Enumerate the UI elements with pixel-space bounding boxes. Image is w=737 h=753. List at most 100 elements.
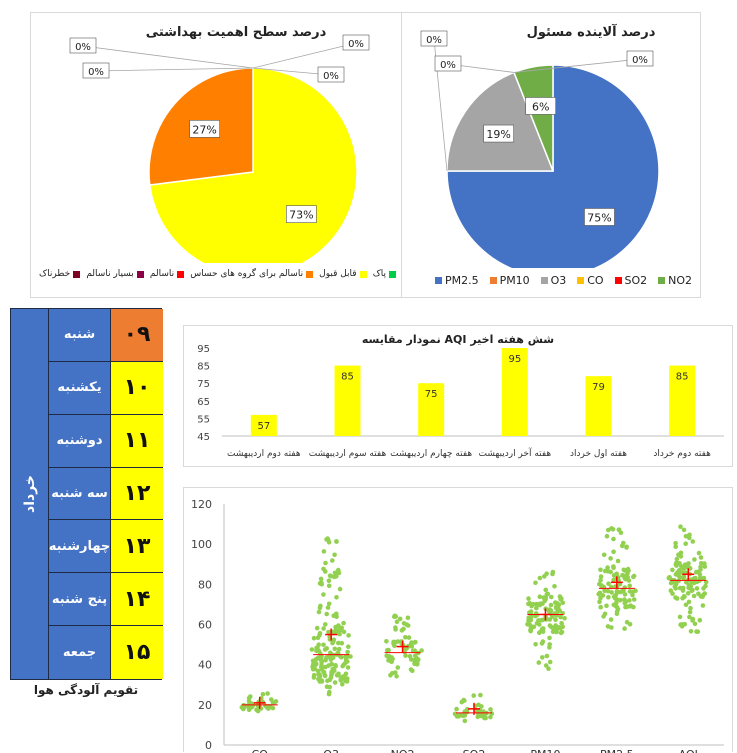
scatter-point [542, 574, 547, 579]
scatter-point [326, 629, 331, 635]
bar-4 [585, 376, 612, 436]
health-pie-legend: پاک قابل قبول ناسالم برای گروه های حساس ناس… [39, 269, 399, 279]
scatter-category-label: NO2 [391, 748, 415, 753]
scatter-point [614, 590, 620, 595]
weekly-aqi-panel: نمودار مقایسه AQI شش هفته اخیر 45 55 65 75 8… [183, 325, 733, 467]
scatter-point [536, 618, 541, 623]
bar-value-label: 57 [257, 421, 270, 432]
scatter-point [539, 626, 545, 632]
scatter-point [624, 604, 629, 610]
scatter-point [687, 614, 692, 620]
scatter-point [537, 575, 543, 581]
scatter-point [554, 606, 559, 611]
pollutant-pie-title: درصد آلاینده مسئول [526, 25, 656, 40]
pie-label-box [434, 55, 462, 72]
calendar-date-7: ۱۵ [111, 626, 163, 679]
scatter-point [316, 655, 321, 660]
distribution-panel: 0 20 40 60 80 100 120 CO O3 NO2 SO2 PM10 PM2.5 AQI [183, 487, 733, 753]
scatter-point [616, 527, 622, 533]
scatter-point [620, 588, 625, 593]
scatter-point [533, 642, 538, 647]
pie-label-box [420, 30, 448, 47]
scatter-point [608, 556, 613, 561]
scatter-point [329, 661, 334, 667]
scatter-point [343, 678, 348, 684]
scatter-category-label: PM10 [530, 748, 560, 753]
scatter-point [322, 673, 328, 678]
scatter-point [324, 611, 329, 617]
bar-1 [334, 365, 361, 436]
bar-2 [418, 383, 445, 436]
pollution-calendar: خرداد شنبه ۰۹ یکشنبه ۱۰ دوشنبه ۱۱ سه شنبه ۱۲ چها… [10, 308, 163, 680]
scatter-point [346, 644, 351, 649]
pie-label-box [69, 37, 97, 54]
scatter-point [693, 569, 699, 575]
scatter-point [534, 601, 539, 607]
scatter-point [609, 590, 614, 595]
scatter-point [399, 628, 405, 633]
scatter-point [471, 693, 477, 698]
calendar-date-6: ۱۴ [111, 573, 163, 627]
bar-category-label: هفته سوم اردیبهشت [309, 449, 387, 459]
bar-value-label: 85 [676, 372, 689, 383]
bar-category-label: هفته دوم اردیبهشت [227, 449, 301, 459]
scatter-point [631, 604, 636, 610]
scatter-category-label: SO2 [463, 748, 486, 753]
legend-item: ناسالم [150, 269, 187, 279]
scatter-point [315, 635, 321, 641]
pie-label-box [525, 97, 556, 115]
scatter-point [394, 674, 399, 679]
scatter-point [321, 642, 326, 648]
scatter-point [674, 596, 680, 601]
scatter-point [315, 645, 320, 651]
scatter-point [339, 675, 344, 680]
scatter-point [673, 586, 678, 591]
calendar-day-4: سه شنبه [49, 467, 111, 521]
legend-swatch [389, 270, 396, 278]
scatter-point [687, 535, 692, 541]
legend-swatch [177, 270, 185, 278]
scatter-point [548, 602, 554, 608]
scatter-point [553, 623, 558, 628]
scatter-point [681, 527, 687, 533]
scatter-point [686, 561, 691, 566]
pie-label-box [286, 205, 317, 223]
scatter-point [694, 586, 700, 591]
scatter-point [677, 585, 683, 591]
scatter-ytick-label: 20 [198, 699, 212, 712]
scatter-point [546, 666, 551, 671]
scatter-point [397, 616, 403, 622]
scatter-point [598, 567, 603, 573]
scatter-point [323, 622, 328, 627]
scatter-point [605, 565, 610, 570]
legend-item: PM2.5 [432, 274, 479, 287]
scatter-point [606, 594, 611, 600]
scatter-point [598, 604, 603, 610]
scatter-point [702, 564, 708, 569]
scatter-point [611, 536, 616, 542]
pie-leader-line [513, 58, 641, 73]
scatter-point [341, 629, 347, 635]
bar-value-label: 95 [508, 354, 521, 365]
scatter-point [627, 583, 632, 589]
scatter-point [479, 713, 484, 719]
calendar-date-3: ۱۱ [111, 414, 163, 468]
scatter-point [326, 691, 332, 697]
bar-ytick-label: 95 [197, 344, 210, 355]
scatter-point [696, 550, 702, 556]
scatter-point [677, 568, 682, 573]
scatter-point [462, 718, 468, 724]
pollutant-pie-chart: 75% 19% 6% 0% 0% 0% [420, 30, 660, 268]
scatter-point [598, 595, 603, 601]
scatter-point [695, 629, 701, 634]
scatter-point [674, 556, 680, 562]
scatter-point [260, 692, 266, 697]
legend-label: PM10 [499, 274, 530, 287]
pie-data-label: 0% [88, 67, 104, 78]
legend-label: بسیار ناسالم [86, 269, 134, 279]
scatter-point [393, 627, 398, 632]
scatter-point [631, 574, 636, 580]
scatter-point [327, 573, 333, 578]
scatter-point [540, 655, 545, 660]
scatter-point [393, 639, 398, 645]
